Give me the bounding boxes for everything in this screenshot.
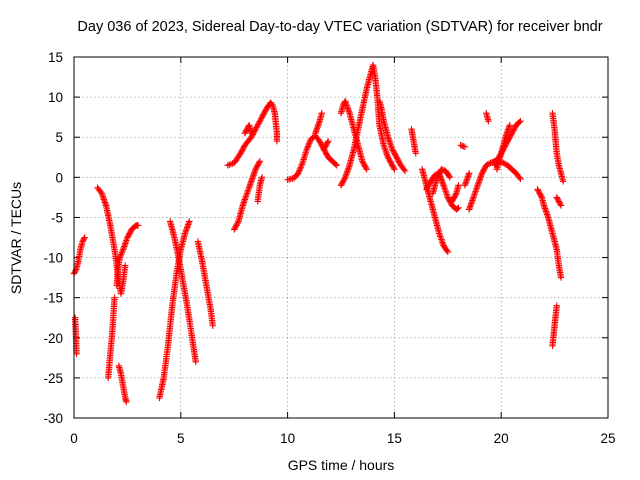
data-point [298,162,305,170]
data-point [324,139,331,146]
data-point [296,167,303,174]
x-tick-label: 10 [280,431,295,446]
data-point [258,174,266,181]
x-tick-label: 20 [494,431,509,446]
data-point [273,138,281,145]
data-point [485,117,492,125]
data-point [506,121,513,129]
y-tick-label: 10 [48,90,63,105]
data-point [257,115,265,122]
data-point [557,274,565,281]
data-point [516,118,523,126]
data-point [81,234,88,241]
x-axis-label: GPS time / hours [288,457,395,473]
data-point [268,100,275,108]
data-point [72,267,79,275]
x-tick-label: 0 [70,431,78,446]
data-point [341,175,348,182]
data-point [248,130,255,137]
data-point [557,202,565,209]
data-point [516,174,523,181]
data-point [303,146,311,153]
data-point [333,162,340,169]
y-axis-tick-labels: -30 -25 -20 -15 -10 -5 0 5 10 15 [43,50,63,426]
data-point [324,138,332,145]
data-point [332,161,339,168]
data-point [390,164,397,172]
data-point [304,144,311,151]
data-point [446,174,454,181]
data-point [400,166,408,173]
y-tick-label: -15 [43,291,63,306]
data-point [465,170,473,177]
data-point [306,140,313,147]
data-point [122,262,129,269]
data-point [455,204,462,212]
x-tick-label: 5 [177,431,185,446]
data-point [455,182,462,189]
data-point [517,175,524,183]
data-point [559,178,567,185]
data-point [234,219,241,226]
data-point [444,248,451,256]
data-point [298,161,306,168]
data-point [485,160,493,167]
data-point [295,168,303,176]
data-point [391,166,398,173]
data-point [80,235,88,243]
y-tick-label: -20 [43,331,63,346]
data-point [412,150,419,157]
data-point [134,222,142,229]
data-point [295,170,302,177]
data-point [306,138,314,146]
data-point [517,117,524,125]
data-point [111,294,118,301]
data-point [186,218,193,225]
data-point [192,358,199,366]
data-point [445,172,453,180]
data-point [401,167,409,175]
data-point [362,164,370,172]
y-tick-label: -5 [51,210,63,225]
x-axis-tick-labels: 0 5 10 15 20 25 [70,431,615,446]
x-tick-label: 15 [387,431,402,446]
data-points [70,61,567,406]
data-point [537,192,545,200]
y-tick-label: 15 [48,50,63,65]
y-tick-label: -10 [43,251,63,266]
y-tick-label: -25 [43,371,63,386]
data-point [461,143,469,151]
y-tick-label: 5 [55,130,63,145]
y-axis-label: SDTVAR / TECUs [8,182,24,294]
data-point [209,322,217,329]
data-point [304,143,312,150]
data-point [296,165,304,173]
plot-frame [73,56,609,419]
y-tick-label: -30 [43,411,63,426]
data-point [452,191,459,198]
y-tick-label: 0 [55,170,63,185]
data-point [454,205,461,212]
data-point [318,109,325,117]
data-point [255,159,263,166]
data-point [297,164,304,171]
data-point [553,302,560,309]
data-point [305,141,312,148]
data-point [443,247,451,254]
x-tick-label: 25 [600,431,615,446]
data-point [363,166,370,173]
data-point [256,158,264,165]
data-point [557,200,564,208]
chart-title: Day 036 of 2023, Sidereal Day-to-day VTE… [77,19,602,35]
data-point [123,398,130,406]
